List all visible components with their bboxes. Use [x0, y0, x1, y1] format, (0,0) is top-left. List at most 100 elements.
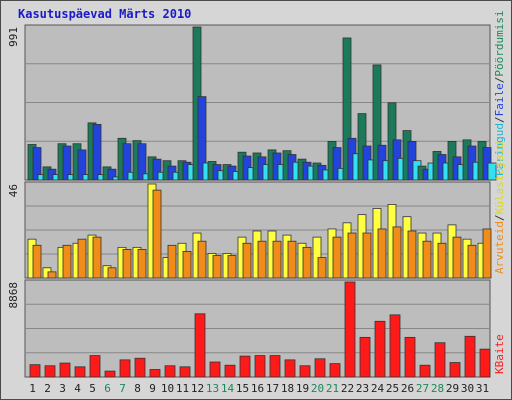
- bar-kbaite-20: [314, 358, 326, 378]
- x-tick-label-12: 12: [191, 382, 204, 395]
- bar-kõik-5: [92, 236, 102, 279]
- x-tick-label-15: 15: [236, 382, 249, 395]
- bar-kõik-25: [392, 226, 402, 279]
- bar-faile-6: [107, 168, 117, 181]
- bar-kbaite-8: [134, 357, 146, 378]
- bar-faile-1: [32, 147, 42, 181]
- x-tick-label-4: 4: [74, 382, 81, 395]
- legend-entry: Arvuteid: [493, 221, 506, 274]
- bar-kbaite-14: [224, 364, 236, 378]
- x-tick-label-25: 25: [386, 382, 399, 395]
- panel-2: 46: [7, 181, 492, 279]
- legend-entry: Faile: [493, 83, 506, 116]
- bar-kõik-20: [317, 257, 327, 279]
- legend-entry: KBaite: [493, 334, 506, 374]
- bar-faile-5: [92, 124, 102, 181]
- bar-kõik-23: [362, 232, 372, 279]
- bar-kbaite-6: [104, 370, 116, 378]
- bar-kõik-6: [107, 267, 117, 279]
- bar-kbaite-24: [374, 320, 386, 378]
- bar-kbaite-11: [179, 366, 191, 378]
- x-tick-label-22: 22: [341, 382, 354, 395]
- bar-kbaite-25: [389, 314, 401, 378]
- x-tick-label-6: 6: [104, 382, 111, 395]
- chart-title: Kasutuspäevad Märts 2010: [18, 7, 191, 21]
- x-tick-label-2: 2: [44, 382, 51, 395]
- x-tick-label-13: 13: [206, 382, 219, 395]
- bar-kõik-3: [62, 244, 72, 279]
- bar-kõik-11: [182, 251, 192, 279]
- bar-kõik-17: [272, 240, 282, 279]
- x-tick-label-24: 24: [371, 382, 385, 395]
- bar-kbaite-5: [89, 355, 101, 378]
- bar-kõik-2: [47, 271, 57, 279]
- bar-kbaite-10: [164, 365, 176, 378]
- x-tick-label-5: 5: [89, 382, 96, 395]
- x-tick-label-28: 28: [431, 382, 444, 395]
- x-tick-label-1: 1: [29, 382, 36, 395]
- bar-kõik-18: [287, 240, 297, 279]
- bar-kbaite-29: [449, 362, 461, 378]
- bar-faile-8: [137, 143, 147, 181]
- bar-kõik-27: [422, 240, 432, 279]
- bar-kõik-13: [212, 255, 222, 279]
- bar-kbaite-12: [194, 313, 206, 378]
- bar-kõik-28: [437, 242, 447, 279]
- x-tick-label-17: 17: [266, 382, 279, 395]
- bar-kbaite-21: [329, 363, 341, 378]
- bar-kbaite-30: [464, 335, 476, 378]
- legend-2: Arvuteid/Külastajaid: [493, 142, 506, 274]
- x-tick-label-10: 10: [161, 382, 174, 395]
- x-tick-label-21: 21: [326, 382, 339, 395]
- bar-päringud-31: [487, 162, 497, 181]
- x-tick-label-18: 18: [281, 382, 294, 395]
- bar-kbaite-28: [434, 342, 446, 378]
- x-tick-label-20: 20: [311, 382, 324, 395]
- x-tick-label-14: 14: [221, 382, 235, 395]
- legend-1: Päringud/Faile/Pöördumisi: [493, 10, 506, 176]
- bar-kbaite-7: [119, 359, 131, 378]
- x-tick-label-29: 29: [446, 382, 459, 395]
- bar-kõik-4: [77, 238, 87, 279]
- bar-kõik-1: [32, 244, 42, 279]
- x-tick-label-23: 23: [356, 382, 369, 395]
- x-tick-label-30: 30: [461, 382, 474, 395]
- bar-kbaite-27: [419, 364, 431, 378]
- bar-kõik-8: [137, 248, 147, 279]
- x-tick-label-19: 19: [296, 382, 309, 395]
- bar-kbaite-13: [209, 361, 221, 378]
- bar-kõik-14: [227, 255, 237, 279]
- x-tick-label-7: 7: [119, 382, 126, 395]
- legend-entry: /: [493, 116, 506, 123]
- scale-label: 991: [7, 27, 20, 47]
- bar-kbaite-19: [299, 365, 311, 378]
- bar-kbaite-18: [284, 359, 296, 378]
- x-tick-label-31: 31: [476, 382, 489, 395]
- legend-3: KBaite: [493, 334, 506, 374]
- bar-kõik-30: [467, 244, 477, 279]
- scale-label: 46: [7, 184, 20, 197]
- bar-kbaite-4: [74, 366, 86, 378]
- bar-faile-4: [77, 149, 87, 181]
- legend-entry: /: [493, 214, 506, 221]
- bar-kbaite-23: [359, 336, 371, 378]
- bar-faile-9: [152, 158, 162, 181]
- x-tick-label-16: 16: [251, 382, 264, 395]
- bar-kbaite-3: [59, 362, 71, 378]
- x-tick-label-11: 11: [176, 382, 189, 395]
- bar-külastajaid-22: [342, 37, 352, 181]
- x-tick-label-3: 3: [59, 382, 66, 395]
- bar-kbaite-17: [269, 355, 281, 378]
- bar-faile-21: [332, 147, 342, 181]
- panel-3: 8868: [7, 279, 491, 378]
- bar-kõik-19: [302, 246, 312, 279]
- bar-faile-7: [122, 143, 132, 181]
- bar-kõik-22: [347, 232, 357, 279]
- bar-kbaite-9: [149, 369, 161, 378]
- bar-kõik-24: [377, 228, 387, 279]
- bar-kõik-9: [152, 189, 162, 279]
- bar-kõik-12: [197, 240, 207, 279]
- bar-kõik-26: [407, 230, 417, 279]
- x-tick-label-26: 26: [401, 382, 414, 395]
